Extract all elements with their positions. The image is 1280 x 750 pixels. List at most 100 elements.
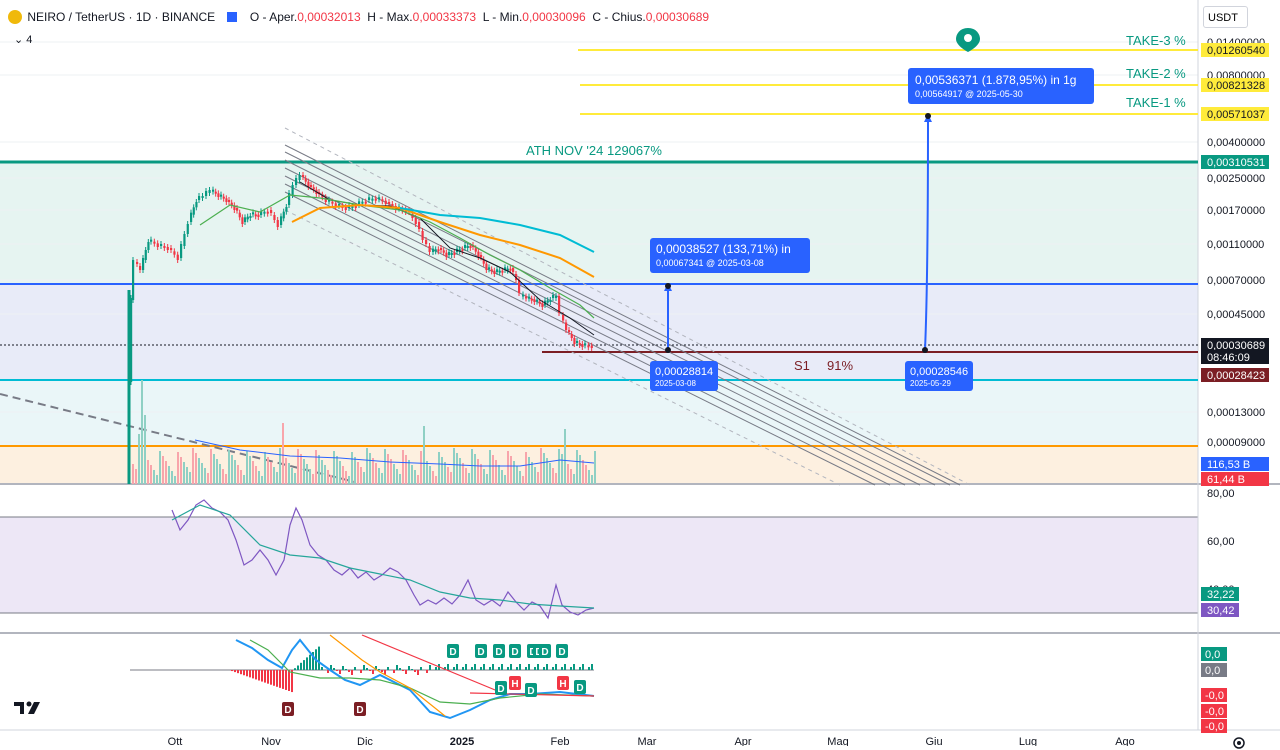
gear-icon[interactable] [1232,736,1246,750]
volume-bars [132,380,596,484]
measure-box-start-b[interactable]: 0,00028546 2025-05-29 [905,361,973,391]
volume-bar [519,471,521,484]
macd-histogram-bar [480,667,482,670]
volume-bar [546,458,548,484]
candle-body [490,269,493,272]
price-tick-label: 0,00070000 [1207,275,1265,287]
volume-bar [339,461,341,484]
orange-zone [0,446,1198,484]
regression-channel[interactable] [284,127,971,486]
volume-bar [456,453,458,484]
projection-anchor[interactable] [922,347,928,353]
candles[interactable] [127,172,593,484]
open-label: O - Aper. [249,10,298,24]
macd-scale[interactable]: 0,0 0,0 -0,0 -0,0 -0,0 [1201,647,1227,733]
rsi-tick-label: 60,00 [1207,536,1235,548]
candle-body [485,263,488,270]
candle-body [270,210,273,213]
macd-histogram-bar [579,667,581,670]
volume-bar [138,434,140,484]
measure-box-bg [905,361,973,391]
macd-avg-line [329,634,446,717]
volume-bar [303,459,305,484]
dashed-trendline[interactable] [0,393,356,483]
volume-bar [552,468,554,484]
volume-bar [219,464,221,484]
projection-small[interactable] [664,283,672,353]
macd-histogram-bar [240,670,242,675]
macd-histogram-bar [372,670,374,674]
volume-bar [402,450,404,484]
volume-bar [432,471,434,484]
volume-bar [288,463,290,484]
projection-big[interactable] [922,113,932,353]
volume-bar [291,468,293,484]
ema-mid-line [199,194,595,319]
volume-bar [171,471,173,484]
signal-label: D [284,705,291,716]
tradingview-logo-icon[interactable] [14,700,44,716]
candle-body [384,200,387,204]
volume-bar [507,451,509,484]
macd-pane[interactable] [0,635,1198,729]
candle-body [464,245,467,248]
candle-body [220,194,223,197]
signal-label: D [449,647,456,658]
currency-select[interactable]: USDT [1203,6,1248,28]
price-badge-label: 0,00821328 [1207,80,1265,92]
macd-histogram-bar [453,667,455,670]
macd-histogram-bar [426,670,428,673]
indicators-toggle[interactable]: ⌄ 4 [14,33,32,46]
moving-averages [199,181,595,336]
symbol-title[interactable]: NEIRO / TetherUS · 1D · BINANCE [27,10,216,24]
open-value: 0,00032013 [297,10,361,24]
volume-bar [258,471,260,484]
measure-box-big[interactable]: 0,00536371 (1.878,95%) in 1g 0,00564917 … [908,68,1094,104]
candle-body [565,322,568,330]
candle-body [217,193,220,197]
macd-histogram-bar [417,670,419,675]
projection-anchor[interactable] [665,283,671,289]
signal-label: D [541,647,548,658]
projection-anchor[interactable] [665,347,671,353]
volume-bar [417,475,419,484]
ath-zone [0,162,1198,284]
macd-histogram-bar [528,664,530,670]
macd-badge [1201,719,1227,733]
volume-bar [195,453,197,484]
macd-indicator: DDDDDDDDDDDDDHH [130,634,595,720]
volume-bar [531,462,533,484]
channel-line [284,175,906,486]
time-axis[interactable]: Ott Nov Dic 2025 Feb Mar Apr Mag Giu Lug Ago [168,736,1135,746]
candle-body [414,218,417,224]
candle-body [228,200,231,202]
map-pin-icon[interactable] [956,28,980,52]
price-badge [1201,107,1269,121]
measure-box-start-a[interactable]: 0,00028814 2025-03-08 [650,361,718,391]
macd-histogram-bar [237,670,239,674]
projection-anchor[interactable] [925,113,931,119]
price-badge-label: 0,01260540 [1207,45,1265,57]
measure-box-small[interactable]: 0,00038527 (133,71%) in 0,00067341 @ 202… [650,238,810,273]
candle-body [246,216,249,220]
price-badge-label: 0,00310531 [1207,157,1265,169]
volume-bar [150,465,152,484]
volume-bar [318,455,320,484]
candle-body [252,212,255,215]
price-scale[interactable]: 0,014000000,008000000,004000000,00250000… [1201,37,1269,486]
macd-histogram-bar [588,667,590,670]
volume-bar [378,468,380,484]
candle-body [257,214,260,217]
macd-histogram-bar [564,664,566,670]
volume-bar [198,458,200,484]
candle-body [139,266,142,270]
macd-histogram-bar [345,669,347,670]
volume-ma-line [194,439,595,467]
volume-bar [228,450,230,484]
candle-body [236,208,239,211]
candle-body [295,178,298,185]
volume-bar [579,455,581,484]
macd-histogram-bar [366,668,368,670]
